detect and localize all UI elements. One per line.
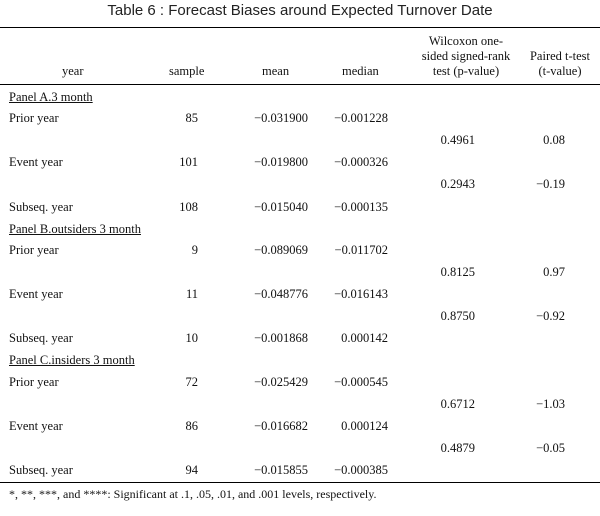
panel-a-p-2: 0.2943 xyxy=(440,177,475,191)
panel-c-sample-1: 72 xyxy=(185,375,199,389)
panel-a-median-2: −0.000326 xyxy=(334,155,388,169)
header-ttest-line2: (t-value) xyxy=(538,64,582,78)
panel-b-year-1: Prior year xyxy=(9,243,59,257)
panel-a-t-2: −0.19 xyxy=(536,177,565,191)
header-rule xyxy=(0,84,600,85)
header-wilcoxon-line1: Wilcoxon one- xyxy=(428,34,504,48)
panel-b-p-1: 0.8125 xyxy=(440,265,475,279)
bottom-rule xyxy=(0,482,600,483)
header-wilcoxon-line3: test (p-value) xyxy=(432,64,500,78)
panel-c-p-1: 0.6712 xyxy=(440,397,475,411)
header-wilcoxon-line2: sided signed-rank xyxy=(421,49,511,63)
panel-b-sample-3: 10 xyxy=(185,331,199,345)
panel-a-year-1: Prior year xyxy=(9,111,59,125)
panel-c-p-2: 0.4879 xyxy=(440,441,475,455)
header-median: median xyxy=(342,64,379,78)
panel-a-p-1: 0.4961 xyxy=(440,133,475,147)
panel-c-sample-3: 94 xyxy=(185,463,199,477)
panel-b-year-3: Subseq. year xyxy=(9,331,73,345)
header-sample: sample xyxy=(169,64,205,78)
panel-b-mean-1: −0.089069 xyxy=(254,243,308,257)
panel-c-t-2: −0.05 xyxy=(536,441,565,455)
panel-a-mean-1: −0.031900 xyxy=(254,111,308,125)
panel-b-year-2: Event year xyxy=(9,287,63,301)
header-year: year xyxy=(62,64,84,78)
panel-b-mean-2: −0.048776 xyxy=(254,287,308,301)
panel-b-median-3: 0.000142 xyxy=(341,331,388,345)
panel-a-sample-3: 108 xyxy=(179,200,198,214)
panel-a-sample-2: 101 xyxy=(179,155,198,169)
panel-c-median-3: −0.000385 xyxy=(334,463,388,477)
panel-c-t-1: −1.03 xyxy=(536,397,565,411)
top-rule xyxy=(0,27,600,28)
panel-c-sample-2: 86 xyxy=(185,419,199,433)
panel-c-median-1: −0.000545 xyxy=(334,375,388,389)
panel-a-median-1: −0.001228 xyxy=(334,111,388,125)
panel-a-sample-1: 85 xyxy=(185,111,199,125)
panel-c-mean-2: −0.016682 xyxy=(254,419,308,433)
panel-b-median-1: −0.011702 xyxy=(334,243,388,257)
header-wilcoxon: Wilcoxon one- sided signed-rank test (p-… xyxy=(404,34,528,79)
panel-c-median-2: 0.000124 xyxy=(341,419,388,433)
panel-c-label: Panel C.insiders 3 month xyxy=(9,353,135,367)
panel-a-t-1: 0.08 xyxy=(543,133,565,147)
panel-a-mean-3: −0.015040 xyxy=(254,200,308,214)
panel-b-mean-3: −0.001868 xyxy=(254,331,308,345)
panel-a-median-3: −0.000135 xyxy=(334,200,388,214)
header-ttest-line1: Paired t-test xyxy=(529,49,591,63)
panel-a-year-3: Subseq. year xyxy=(9,200,73,214)
panel-c-year-1: Prior year xyxy=(9,375,59,389)
table-title: Table 6 : Forecast Biases around Expecte… xyxy=(107,2,493,19)
panel-a-label: Panel A.3 month xyxy=(9,90,93,104)
footnote: *, **, ***, and ****: Significant at .1,… xyxy=(9,487,377,501)
header-mean: mean xyxy=(262,64,290,78)
panel-c-mean-3: −0.015855 xyxy=(254,463,308,477)
panel-b-median-2: −0.016143 xyxy=(334,287,388,301)
panel-b-label: Panel B.outsiders 3 month xyxy=(9,222,141,236)
header-ttest: Paired t-test (t-value) xyxy=(522,49,598,79)
panel-b-t-2: −0.92 xyxy=(536,309,565,323)
panel-a-year-2: Event year xyxy=(9,155,63,169)
panel-b-sample-2: 11 xyxy=(185,287,198,301)
panel-c-year-2: Event year xyxy=(9,419,63,433)
panel-b-sample-1: 9 xyxy=(191,243,198,257)
panel-c-mean-1: −0.025429 xyxy=(254,375,308,389)
panel-b-p-2: 0.8750 xyxy=(440,309,475,323)
panel-c-year-3: Subseq. year xyxy=(9,463,73,477)
panel-b-t-1: 0.97 xyxy=(543,265,565,279)
panel-a-mean-2: −0.019800 xyxy=(254,155,308,169)
